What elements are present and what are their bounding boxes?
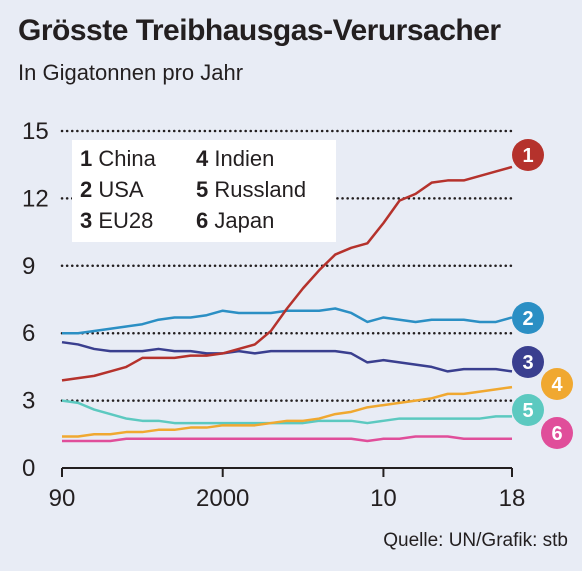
series-line-indien — [62, 385, 513, 438]
badge-circle — [512, 139, 544, 171]
series-badge-russland: 5 — [512, 394, 544, 426]
y-tick-label: 3 — [22, 388, 35, 415]
legend-entry-russland: 5 Russland — [196, 177, 306, 202]
series-badge-china: 1 — [512, 139, 544, 171]
source-note: Quelle: UN/Grafik: stb — [383, 530, 568, 551]
chart-title: Grösste Treibhausgas-Verursacher — [18, 14, 501, 47]
y-tick-label: 15 — [22, 118, 49, 145]
badge-number: 4 — [551, 374, 563, 396]
series-line-russland — [61, 399, 512, 425]
legend-entry-eu28: 3 EU28 — [80, 208, 153, 233]
x-tick-label: 90 — [49, 485, 76, 512]
y-tick-label: 12 — [22, 185, 49, 212]
series-line-eu28 — [61, 340, 513, 373]
series-badge-indien: 4 — [541, 368, 573, 400]
legend-box — [72, 140, 336, 242]
series-badge-eu28: 3 — [512, 346, 544, 378]
badge-number: 6 — [551, 423, 562, 445]
series-badge-usa: 2 — [512, 302, 544, 334]
legend: 1 China 2 USA 3 EU28 4 Indien 5 Russland 6 Ja… — [72, 140, 336, 242]
badge-circle — [512, 346, 544, 378]
series-badge-japan: 6 — [541, 417, 573, 449]
series-line-japan — [62, 435, 512, 443]
x-tick-label: 2000 — [196, 485, 249, 512]
y-tick-label: 9 — [22, 253, 35, 280]
badge-number: 2 — [522, 308, 533, 330]
x-tick-label: 10 — [370, 485, 397, 512]
legend-entry-indien: 4 Indien — [196, 146, 274, 171]
legend-entry-usa: 2 USA — [80, 177, 144, 202]
y-tick-label: 0 — [22, 455, 35, 482]
badge-circle — [512, 302, 544, 334]
y-tick-label: 6 — [22, 320, 35, 347]
series-line-usa — [62, 307, 513, 335]
badge-number: 5 — [522, 400, 533, 422]
badge-number: 1 — [522, 145, 533, 167]
x-tick-label: 18 — [499, 485, 526, 512]
badge-circle — [512, 394, 544, 426]
badge-circle — [541, 368, 573, 400]
chart-subtitle: In Gigatonnen pro Jahr — [18, 60, 244, 85]
legend-entry-japan: 6 Japan — [196, 208, 274, 233]
legend-entry-china: 1 China — [80, 146, 157, 171]
series-line-china — [61, 165, 513, 382]
badge-circle — [541, 417, 573, 449]
badge-number: 3 — [522, 352, 533, 374]
